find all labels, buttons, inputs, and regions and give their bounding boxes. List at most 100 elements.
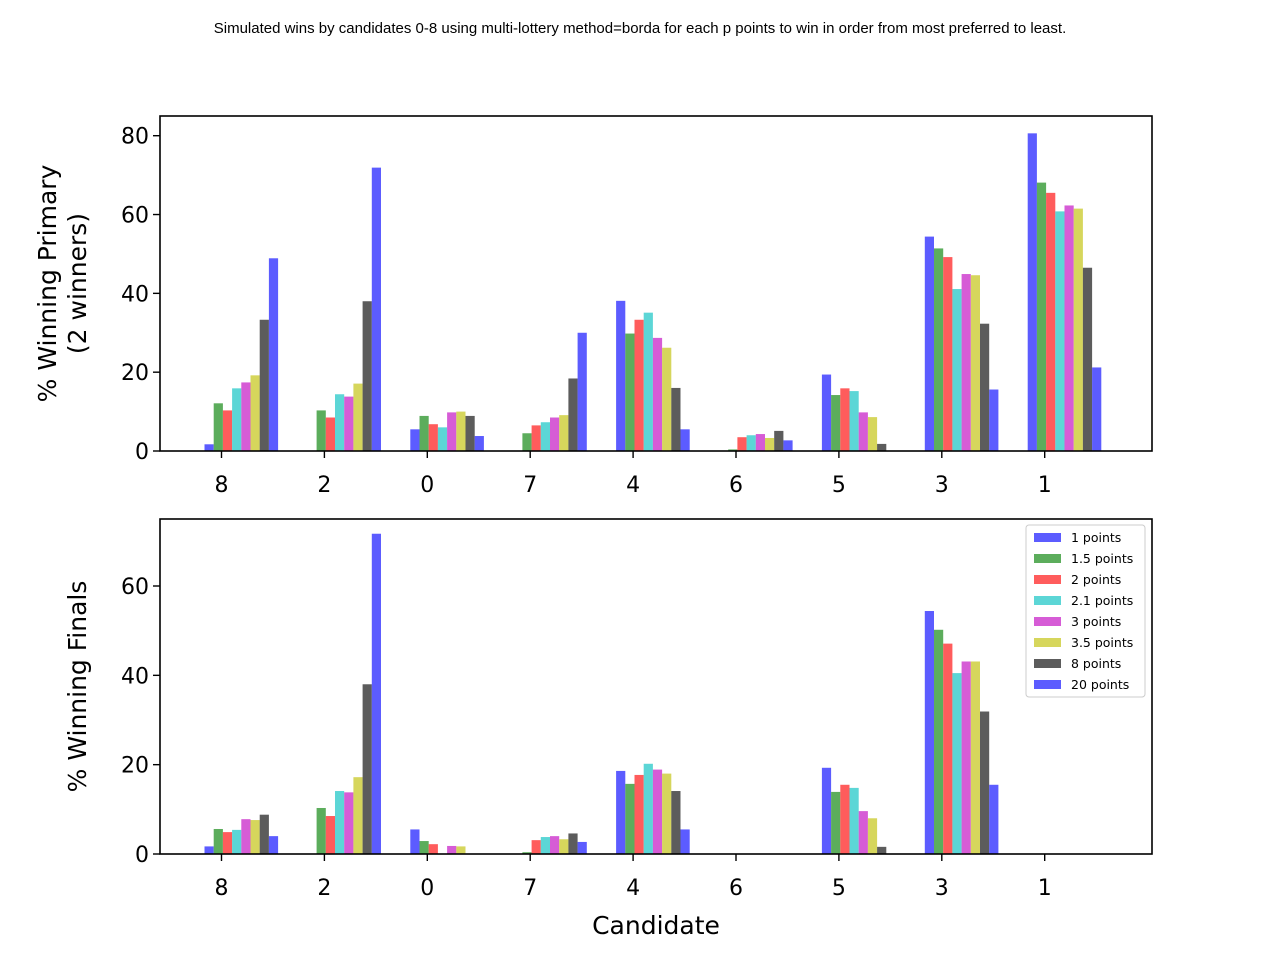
y-tick-label: 20 <box>121 361 149 386</box>
bar-3-s6 <box>970 661 980 854</box>
x-tick-label: 1 <box>1038 473 1052 498</box>
bar-8-s5 <box>241 819 251 854</box>
bar-4-s8 <box>680 429 690 451</box>
bar-8-s1 <box>204 444 214 451</box>
bar-4-s1 <box>616 300 626 451</box>
bar-1-s3 <box>1046 192 1056 451</box>
axes-frame <box>159 518 1153 855</box>
bar-7-s5 <box>550 417 560 451</box>
bar-5-s1 <box>821 374 832 451</box>
legend-swatch <box>1034 596 1061 605</box>
bar-7-s3 <box>531 840 541 854</box>
bar-7-s8 <box>577 841 587 854</box>
bar-3-s2 <box>934 248 944 451</box>
y-tick-label: 60 <box>121 204 149 229</box>
bar-5-s5 <box>858 811 868 854</box>
x-tick-label: 4 <box>626 473 640 498</box>
legend-box <box>1025 524 1146 698</box>
y-tick-label: 0 <box>135 843 149 868</box>
bar-7-s4 <box>540 837 550 854</box>
x-tick-label: 6 <box>729 876 743 901</box>
chart-title: Simulated wins by candidates 0-8 using m… <box>214 20 1067 37</box>
bar-6-s3 <box>737 437 747 451</box>
bar-5-s4 <box>849 391 859 451</box>
x-tick-label: 7 <box>523 473 537 498</box>
bar-2-s5 <box>344 396 354 451</box>
bar-0-s4 <box>437 427 448 451</box>
legend-swatch <box>1034 680 1061 689</box>
bar-2-s6 <box>353 777 363 854</box>
bar-3-s3 <box>943 257 953 451</box>
legend-swatch <box>1034 554 1061 563</box>
bar-0-s1 <box>410 429 420 451</box>
legend-swatch <box>1034 638 1061 647</box>
bar-5-s2 <box>831 395 841 451</box>
bar-8-s3 <box>222 832 233 854</box>
bar-7-s7 <box>568 378 578 451</box>
y-tick-label: 0 <box>135 440 149 465</box>
bar-7-s6 <box>559 415 569 451</box>
bar-1-s7 <box>1082 267 1093 451</box>
bar-0-s5 <box>447 845 457 854</box>
bar-5-s2 <box>831 791 841 854</box>
bar-7-s2 <box>522 852 532 854</box>
bar-0-s6 <box>456 846 466 854</box>
x-tick-label: 5 <box>832 876 846 901</box>
legend-swatch <box>1034 533 1061 542</box>
bar-5-s6 <box>867 417 878 451</box>
bar-8-s7 <box>259 319 269 451</box>
bar-0-s2 <box>419 841 429 854</box>
legend-swatch <box>1034 617 1061 626</box>
x-tick-label: 4 <box>626 876 640 901</box>
bar-0-s8 <box>474 436 484 451</box>
bar-3-s7 <box>980 323 990 451</box>
x-tick-label: 1 <box>1038 876 1052 901</box>
bar-1-s4 <box>1055 211 1065 451</box>
bar-6-s5 <box>755 434 765 451</box>
bar-8-s6 <box>250 375 260 451</box>
bar-2-s5 <box>344 792 354 854</box>
legend-label: 3 points <box>1071 614 1121 629</box>
legend: 1 points 1.5 points 2 points 2.1 points 3 po… <box>1025 524 1146 698</box>
bar-2-s8 <box>371 167 381 451</box>
x-tick-label: 2 <box>317 473 331 498</box>
axes-frame <box>159 115 1153 452</box>
legend-label: 1 points <box>1071 530 1121 545</box>
bar-8-s1 <box>204 846 214 854</box>
bar-2-s7 <box>362 301 372 451</box>
bar-8-s2 <box>213 403 223 451</box>
bar-3-s3 <box>943 643 953 854</box>
legend-label: 1.5 points <box>1071 551 1133 566</box>
bar-1-s8 <box>1092 367 1102 451</box>
bar-8-s7 <box>259 814 269 854</box>
legend-label: 3.5 points <box>1071 635 1133 650</box>
bar-5-s3 <box>840 388 850 451</box>
bar-2-s6 <box>353 383 363 451</box>
bar-3-s6 <box>970 275 980 451</box>
bar-8-s5 <box>241 382 251 451</box>
bar-4-s3 <box>634 319 644 451</box>
bar-4-s6 <box>662 347 672 451</box>
y-tick-label: 20 <box>121 754 149 779</box>
bar-3-s1 <box>924 611 934 854</box>
y-tick-label: 80 <box>121 125 149 150</box>
bar-1-s1 <box>1027 133 1037 451</box>
bar-4-s8 <box>680 829 690 854</box>
bar-2-s4 <box>335 394 345 451</box>
x-tick-label: 8 <box>215 876 229 901</box>
bar-4-s2 <box>625 783 635 854</box>
bar-7-s7 <box>568 833 578 854</box>
x-tick-label: 3 <box>935 473 949 498</box>
legend-label: 2.1 points <box>1071 593 1133 608</box>
bar-4-s6 <box>662 773 672 854</box>
legend-swatch <box>1034 659 1061 668</box>
bar-2-s4 <box>335 791 345 854</box>
bar-8-s2 <box>213 828 223 854</box>
y-tick-label: 40 <box>121 282 149 307</box>
bar-1-s2 <box>1036 182 1047 452</box>
bar-4-s4 <box>643 312 653 451</box>
bar-3-s8 <box>989 389 999 451</box>
